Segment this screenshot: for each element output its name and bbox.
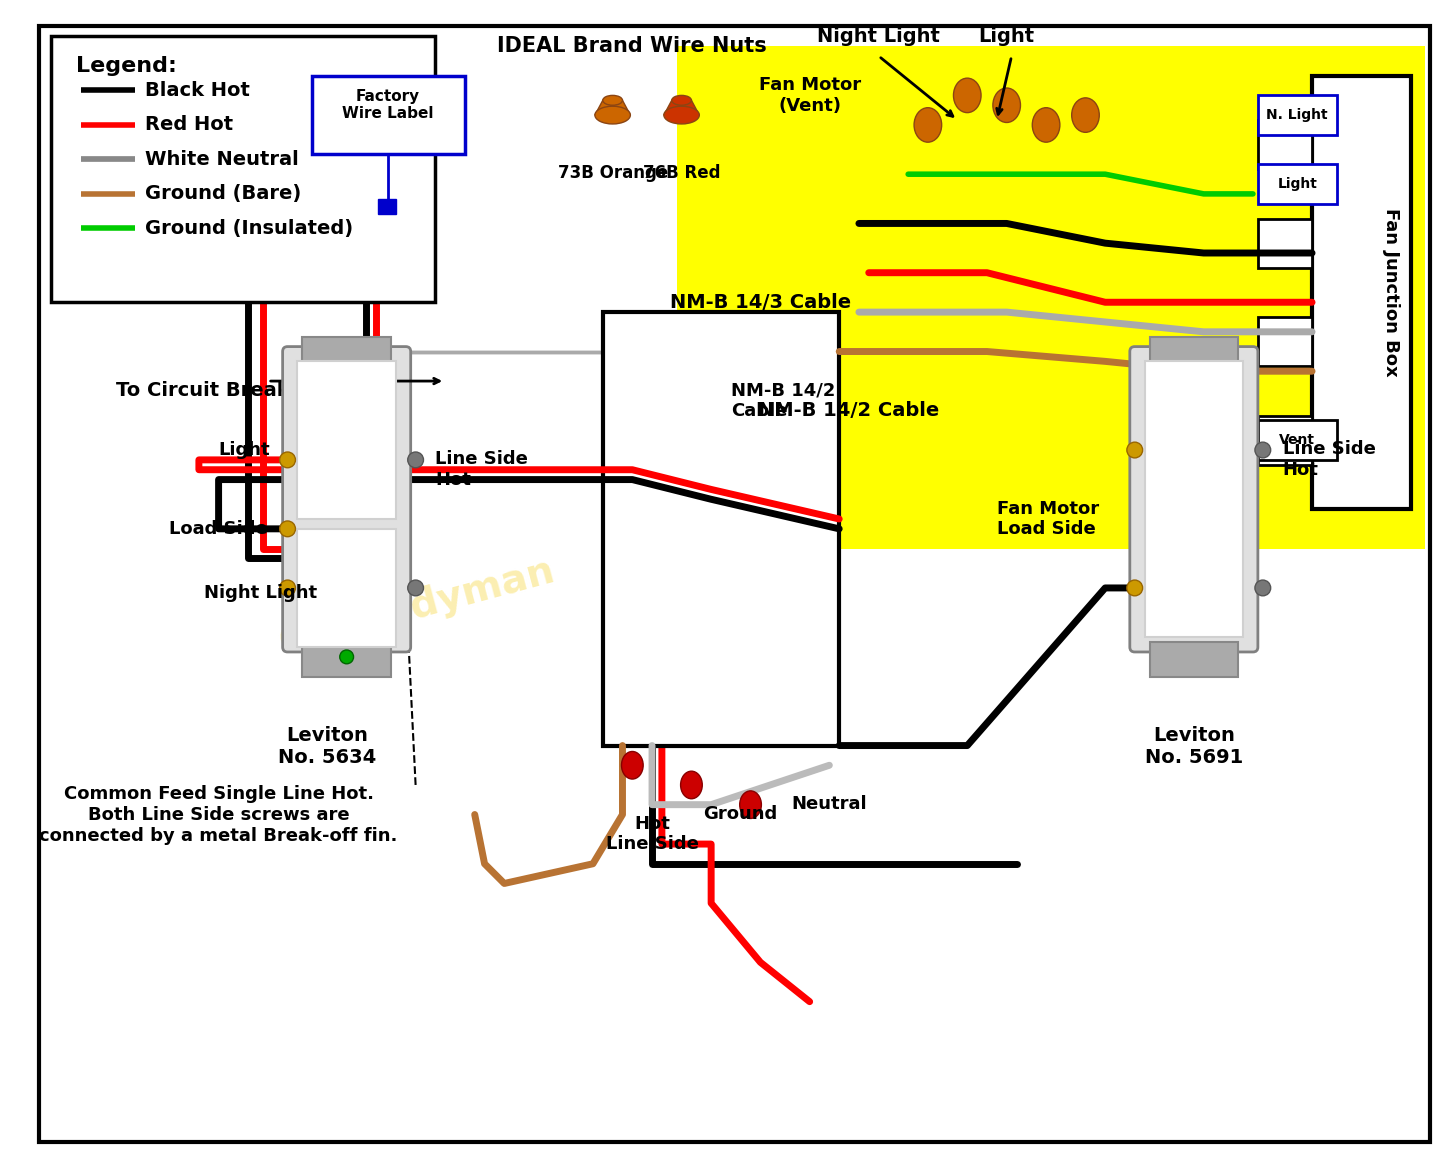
Circle shape [279,580,295,596]
Bar [303,642,391,676]
Text: 73B Orange: 73B Orange [557,165,668,182]
Circle shape [1127,580,1142,596]
Ellipse shape [993,88,1021,123]
Text: NM-B 14/3 Cable: NM-B 14/3 Cable [670,293,851,312]
Polygon shape [595,100,630,116]
Bar [1258,416,1312,465]
FancyBboxPatch shape [282,347,411,652]
Text: Hot
Line Side: Hot Line Side [605,814,698,854]
Text: Neutral: Neutral [792,794,867,813]
Text: Common Feed Single Line Hot.
Both Line Side screws are
connected by a metal Brea: Common Feed Single Line Hot. Both Line S… [39,785,398,844]
Text: Line Side
Hot: Line Side Hot [1283,440,1376,479]
Text: Light: Light [1277,178,1318,192]
Bar [1150,336,1238,371]
Ellipse shape [1032,107,1060,142]
Bar [51,36,436,303]
Ellipse shape [621,751,643,779]
Bar [1258,120,1312,169]
Bar [676,46,1425,549]
Text: Ground: Ground [704,805,778,822]
Text: Night Light: Night Light [204,584,317,602]
Text: N. Light: N. Light [1267,109,1328,123]
Bar [1258,165,1337,203]
Bar [297,361,395,519]
Circle shape [279,452,295,467]
Ellipse shape [595,106,630,124]
Text: NM-B 14/2 Cable: NM-B 14/2 Cable [759,401,940,420]
Text: Vent: Vent [1279,433,1315,447]
Bar [297,529,395,647]
Text: Leviton
No. 5691: Leviton No. 5691 [1145,725,1242,767]
Circle shape [1255,443,1271,458]
FancyBboxPatch shape [1129,347,1258,652]
Bar [1144,361,1242,638]
Bar [1258,218,1312,267]
Circle shape [340,651,353,663]
Bar [313,76,465,154]
Text: © Handyman: © Handyman [272,552,559,663]
Text: White Neutral: White Neutral [145,150,298,169]
Text: Black Hot: Black Hot [145,81,249,100]
Ellipse shape [672,96,692,105]
Text: Fan Junction Box: Fan Junction Box [1381,208,1400,377]
Text: Load Side: Load Side [169,520,268,537]
Text: Factory
Wire Label: Factory Wire Label [342,89,434,121]
Ellipse shape [663,106,699,124]
Text: To Circuit Breaker: To Circuit Breaker [116,382,311,401]
Text: Ground (Insulated): Ground (Insulated) [145,218,353,238]
Bar [1258,96,1337,134]
Text: Light: Light [979,27,1035,46]
Circle shape [279,521,295,537]
Text: Fan Motor
Load Side: Fan Motor Load Side [996,500,1099,538]
Ellipse shape [914,107,941,142]
Text: Legend:: Legend: [75,56,177,76]
Text: Fan Motor
(Vent): Fan Motor (Vent) [759,76,860,114]
Bar [1258,317,1312,367]
Text: IDEAL Brand Wire Nuts: IDEAL Brand Wire Nuts [498,36,767,56]
Text: Leviton
No. 5634: Leviton No. 5634 [278,725,376,767]
Text: Ground (Bare): Ground (Bare) [145,185,301,203]
Ellipse shape [953,78,982,112]
Text: NM-B 14/2
Cable: NM-B 14/2 Cable [731,382,835,420]
Text: Night Light: Night Light [817,27,940,46]
Circle shape [408,580,423,596]
Bar [1312,76,1410,509]
Ellipse shape [681,771,702,799]
Text: 76B Red: 76B Red [643,165,720,182]
Bar [1150,642,1238,676]
Ellipse shape [740,791,762,819]
Bar [303,336,391,371]
Ellipse shape [1072,98,1099,132]
Circle shape [1255,580,1271,596]
Text: Light: Light [219,442,271,459]
Circle shape [408,452,423,467]
Bar [1258,420,1337,460]
Polygon shape [663,100,699,116]
Text: Red Hot: Red Hot [145,116,233,134]
Bar [378,199,395,214]
Ellipse shape [602,96,623,105]
Bar [602,312,840,745]
Circle shape [1127,443,1142,458]
Text: Line Side
Hot: Line Side Hot [436,451,529,489]
